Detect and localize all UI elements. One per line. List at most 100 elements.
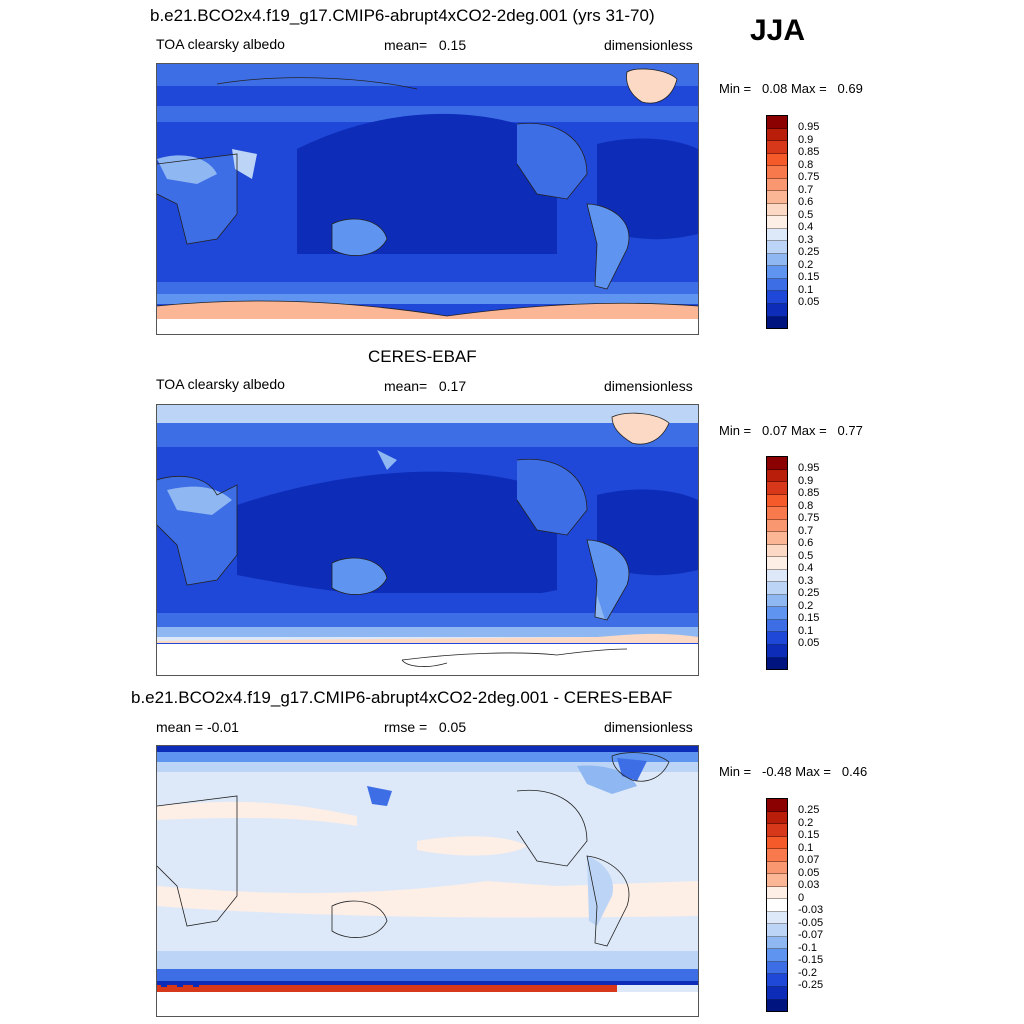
colorbar-tick-label: 0.2 [798, 258, 814, 271]
panel2-mean-value: 0.17 [438, 378, 467, 394]
colorbar-swatch [767, 861, 787, 875]
colorbar-tick-label: 0.25 [798, 804, 820, 817]
panel3-colorbar [766, 798, 788, 1012]
panel1-minmax: Min = 0.08 Max = 0.69 [719, 81, 863, 96]
panel3-map [156, 745, 699, 1017]
panel3-min-value: -0.48 [762, 764, 792, 779]
colorbar-swatch [767, 619, 787, 633]
panel1-map [156, 63, 699, 335]
colorbar-swatch [767, 153, 787, 167]
colorbar-swatch [767, 594, 787, 608]
colorbar-swatch [767, 924, 787, 937]
panel1-mean-label: mean= [384, 37, 428, 53]
panel2-units: dimensionless [604, 378, 693, 394]
colorbar-swatch [767, 278, 787, 292]
season-label: JJA [750, 14, 806, 47]
colorbar-tick-label: -0.03 [798, 904, 824, 917]
colorbar-swatch [767, 544, 787, 558]
panel1-max-value: 0.69 [837, 81, 863, 96]
colorbar-tick-label: 0.6 [798, 537, 814, 550]
panel2-mean: mean= 0.17 [384, 378, 466, 394]
colorbar-tick-label: -0.07 [798, 929, 824, 942]
colorbar-tick-label: 0.95 [798, 462, 820, 475]
colorbar-tick-label: 0.6 [798, 196, 814, 209]
colorbar-swatch [767, 266, 787, 279]
panel1-min-value: 0.08 [762, 81, 788, 96]
colorbar-swatch [767, 178, 787, 192]
panel2-minmax: Min = 0.07 Max = 0.77 [719, 423, 863, 438]
panel3-rmse-value: 0.05 [438, 719, 467, 735]
colorbar-swatch [767, 824, 787, 837]
colorbar-tick-label: -0.2 [798, 966, 817, 979]
colorbar-tick-label: 0.25 [798, 587, 820, 600]
colorbar-swatch [767, 886, 787, 900]
colorbar-tick-label: 0.07 [798, 854, 820, 867]
colorbar-swatch [767, 557, 787, 570]
panel1-variable: TOA clearsky albedo [156, 36, 285, 52]
colorbar-swatch [767, 291, 787, 304]
colorbar-swatch [767, 949, 787, 962]
panel3-rmse: rmse = 0.05 [384, 719, 466, 735]
colorbar-tick-label: 0.85 [798, 487, 820, 500]
colorbar-swatch [767, 961, 787, 975]
colorbar-swatch [767, 607, 787, 620]
panel1-colorbar [766, 115, 788, 329]
colorbar-tick-label: 0.15 [798, 612, 820, 625]
colorbar-swatch [767, 203, 787, 217]
colorbar-swatch [767, 482, 787, 495]
colorbar-swatch [767, 166, 787, 179]
panel3-title: b.e21.BCO2x4.f19_g17.CMIP6-abrupt4xCO2-2… [131, 688, 673, 707]
colorbar-swatch [767, 457, 787, 470]
colorbar-tick-label: 0.3 [798, 574, 814, 587]
colorbar-swatch [767, 799, 787, 812]
colorbar-swatch [767, 911, 787, 925]
colorbar-tick-label: 0.15 [798, 829, 820, 842]
colorbar-swatch [767, 241, 787, 254]
colorbar-tick-label: 0.5 [798, 208, 814, 221]
colorbar-swatch [767, 316, 787, 329]
panel2-min-label: Min = [719, 423, 752, 438]
colorbar-tick-label: 0.85 [798, 146, 820, 159]
colorbar-tick-label: 0.1 [798, 624, 814, 637]
colorbar-swatch [767, 849, 787, 862]
panel3-rmse-label: rmse = [384, 719, 428, 735]
colorbar-tick-label: 0.7 [798, 183, 814, 196]
colorbar-swatch [767, 632, 787, 645]
colorbar-tick-label: 0.2 [798, 816, 814, 829]
colorbar-tick-label: 0.03 [798, 879, 820, 892]
panel3-mean: mean = -0.01 [156, 719, 239, 735]
colorbar-tick-label: -0.25 [798, 979, 824, 992]
colorbar-swatch [767, 128, 787, 142]
panel2-mean-label: mean= [384, 378, 428, 394]
colorbar-swatch [767, 253, 787, 267]
colorbar-swatch [767, 999, 787, 1012]
panel1-max-label: Max = [790, 81, 827, 96]
panel3-min-label: Min = [719, 764, 752, 779]
colorbar-tick-label: -0.1 [798, 941, 817, 954]
colorbar-swatch [767, 141, 787, 154]
colorbar-swatch [767, 569, 787, 583]
colorbar-tick-label: 0.75 [798, 512, 820, 525]
colorbar-tick-label: 0.95 [798, 121, 820, 134]
colorbar-swatch [767, 936, 787, 950]
colorbar-tick-label: 0.9 [798, 474, 814, 487]
panel2-title: CERES-EBAF [368, 347, 477, 366]
colorbar-tick-label: 0.8 [798, 499, 814, 512]
colorbar-tick-label: 0.8 [798, 158, 814, 171]
colorbar-tick-label: -0.05 [798, 916, 824, 929]
colorbar-swatch [767, 582, 787, 595]
panel1-mean-value: 0.15 [438, 37, 467, 53]
panel3-max-label: Max = [795, 764, 832, 779]
panel2-map [156, 404, 699, 676]
colorbar-swatch [767, 191, 787, 204]
colorbar-swatch [767, 974, 787, 987]
colorbar-tick-label: 0.9 [798, 133, 814, 146]
colorbar-swatch [767, 657, 787, 670]
colorbar-swatch [767, 507, 787, 520]
colorbar-tick-label: 0.15 [798, 271, 820, 284]
colorbar-tick-label: 0.1 [798, 841, 814, 854]
colorbar-tick-label: 0.2 [798, 599, 814, 612]
colorbar-tick-label: 0.7 [798, 524, 814, 537]
colorbar-tick-label: 0.05 [798, 296, 820, 309]
colorbar-tick-label: 0.4 [798, 221, 814, 234]
